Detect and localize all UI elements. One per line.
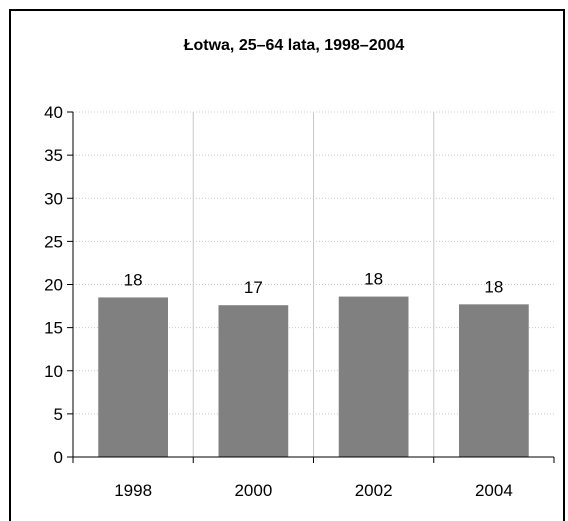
gridlines xyxy=(73,111,554,457)
data-label-2004: 18 xyxy=(484,277,503,296)
y-tick-label: 20 xyxy=(44,276,63,295)
axes xyxy=(67,111,555,463)
x-tick-label: 2002 xyxy=(355,481,393,500)
x-tick-label: 2004 xyxy=(475,481,513,500)
x-tick-label: 1998 xyxy=(114,481,152,500)
bar-2002 xyxy=(338,296,409,457)
data-label-1998: 18 xyxy=(124,270,143,289)
y-tick-label: 35 xyxy=(44,146,63,165)
bars xyxy=(98,296,529,457)
y-tick-label: 0 xyxy=(54,448,63,467)
y-tick-label: 5 xyxy=(54,405,63,424)
chart-title: Łotwa, 25–64 lata, 1998–2004 xyxy=(184,37,405,54)
bar-2004 xyxy=(459,304,529,457)
y-tick-label: 25 xyxy=(44,232,63,251)
y-tick-label: 30 xyxy=(44,189,63,208)
data-label-2000: 17 xyxy=(244,278,263,297)
bar-2000 xyxy=(218,305,289,457)
y-tick-label: 10 xyxy=(44,362,63,381)
bar-1998 xyxy=(98,297,168,457)
labels: 0 5 10 15 20 25 30 35 40 18 17 18 18 1998 2000 2002 2004 xyxy=(44,103,513,500)
y-tick-label: 15 xyxy=(44,319,63,338)
x-tick-label: 2000 xyxy=(234,481,272,500)
y-tick-label: 40 xyxy=(44,103,63,122)
data-label-2002: 18 xyxy=(364,270,383,289)
